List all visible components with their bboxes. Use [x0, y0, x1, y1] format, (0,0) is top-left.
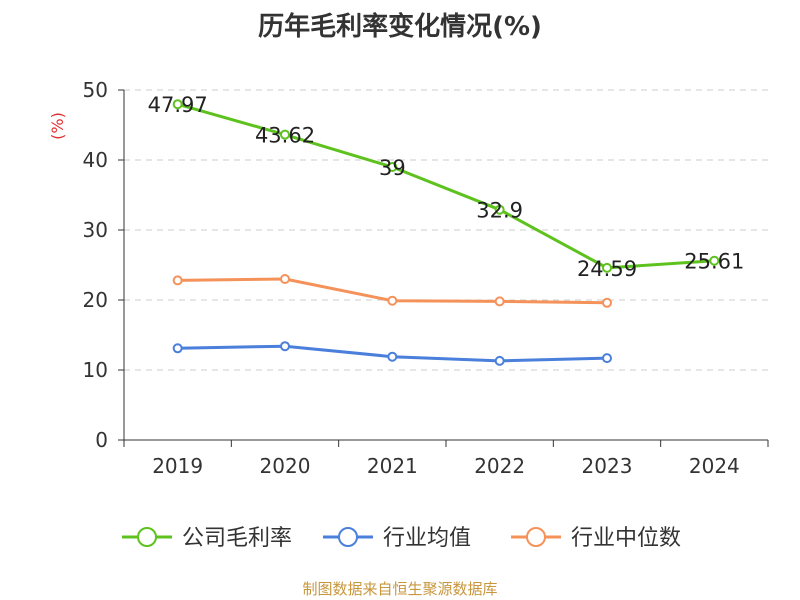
- data-point: [172, 275, 183, 286]
- data-point: [602, 353, 612, 364]
- data-point: [494, 204, 505, 215]
- data-point: [172, 343, 183, 354]
- y-tick-label: 20: [83, 288, 108, 312]
- legend-item[interactable]: 行业均值: [323, 526, 471, 551]
- data-point: [387, 351, 398, 362]
- legend[interactable]: 公司毛利率 行业均值 行业中位数: [122, 526, 681, 551]
- y-tick-label: 10: [83, 358, 108, 382]
- y-tick-label: 0: [95, 428, 108, 452]
- data-label: 43.62: [255, 124, 315, 148]
- series-line: [177, 102, 715, 270]
- x-tick-label: 2022: [474, 454, 525, 478]
- axes: 0 10 20 30 40 50 2019 2020 2021 2022 2023 2024: [83, 78, 769, 478]
- y-axis-label: (%): [48, 112, 67, 140]
- data-point: [280, 274, 290, 284]
- legend-item[interactable]: 公司毛利率: [122, 526, 292, 551]
- y-tick-label: 50: [83, 78, 108, 102]
- y-tick-label: 40: [83, 148, 108, 172]
- data-point: [494, 355, 505, 366]
- data-label: 25.61: [684, 250, 744, 274]
- y-tick-label: 30: [83, 218, 108, 242]
- legend-label: 行业中位数: [571, 526, 681, 551]
- data-point: [280, 129, 290, 140]
- legend-marker: [338, 527, 358, 547]
- data-point: [602, 297, 612, 308]
- data-label: 39: [379, 156, 406, 180]
- data-point: [602, 262, 612, 273]
- series: [172, 99, 720, 366]
- data-point: [280, 341, 290, 352]
- legend-marker: [526, 527, 546, 547]
- legend-label: 行业均值: [383, 526, 471, 551]
- data-point: [494, 296, 505, 307]
- x-tick-label: 2023: [582, 454, 633, 478]
- data-labels: 47.97 43.62 39 32.9 24.59 25.61: [148, 93, 745, 281]
- data-point: [709, 255, 720, 266]
- grid-lines: [124, 89, 768, 371]
- x-tick-label: 2019: [152, 454, 203, 478]
- data-point: [387, 295, 398, 306]
- x-tick-label: 2020: [260, 454, 311, 478]
- chart-title: 历年毛利率变化情况(%): [258, 12, 542, 42]
- source-note: 制图数据来自恒生聚源数据库: [302, 580, 498, 598]
- legend-item[interactable]: 行业中位数: [511, 526, 681, 551]
- legend-marker: [137, 527, 157, 547]
- x-tick-label: 2024: [689, 454, 740, 478]
- data-label: 24.59: [577, 257, 637, 281]
- legend-label: 公司毛利率: [182, 526, 292, 551]
- data-point: [172, 99, 183, 110]
- data-label: 47.97: [148, 93, 208, 117]
- data-label: 32.9: [476, 199, 523, 223]
- data-point: [387, 162, 398, 172]
- x-tick-label: 2021: [367, 454, 418, 478]
